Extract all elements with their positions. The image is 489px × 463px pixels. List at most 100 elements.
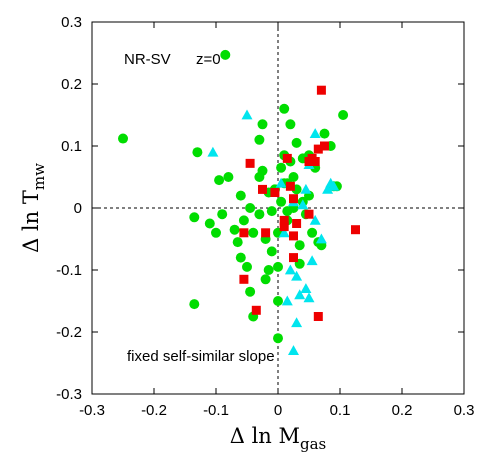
- green-circle-point: [273, 261, 283, 272]
- green-circle-point: [223, 172, 234, 182]
- green-circle-point: [279, 103, 290, 114]
- y-tick-label: -0.2: [56, 324, 82, 341]
- green-circle-point: [232, 237, 243, 248]
- green-circle-point: [254, 134, 265, 145]
- x-axis-label-sub: gas: [300, 435, 326, 453]
- cyan-triangle-point: [309, 128, 321, 138]
- red-square-point: [285, 181, 295, 191]
- green-circle-point: [285, 119, 296, 130]
- cyan-triangle-point: [288, 345, 299, 355]
- cyan-triangle-point: [309, 214, 321, 225]
- y-tick-label: 0.3: [61, 14, 82, 31]
- green-circle-point: [245, 286, 256, 297]
- sample-label: NR-SV: [124, 51, 171, 68]
- y-axis-label: Δ ln Tmw: [19, 163, 48, 253]
- redshift-label: z=0: [196, 51, 221, 68]
- green-circle-point: [204, 218, 215, 229]
- green-circle-point: [189, 299, 200, 310]
- y-axis-label-sub: mw: [30, 163, 48, 190]
- y-tick-label: -0.3: [56, 386, 82, 403]
- red-square-point: [270, 188, 280, 197]
- x-tick-label: -0.2: [141, 402, 167, 419]
- cyan-triangle-point: [275, 177, 287, 188]
- red-square-point: [258, 184, 267, 194]
- green-circle-point: [276, 162, 287, 173]
- green-circle-point: [192, 147, 203, 158]
- red-square-point: [310, 157, 320, 166]
- green-circle-point: [235, 190, 246, 201]
- cyan-triangle-point: [303, 292, 315, 303]
- cyan-triangle-point: [300, 183, 312, 194]
- cyan-triangle-point: [306, 255, 318, 266]
- green-circle-point: [220, 49, 231, 60]
- cyan-triangle-point: [281, 295, 293, 306]
- red-square-point: [320, 141, 329, 151]
- red-square-point: [245, 158, 255, 168]
- x-tick-label: -0.3: [79, 402, 105, 419]
- green-circle-point: [254, 172, 265, 182]
- cyan-triangle-point: [322, 183, 334, 194]
- green-circle-point: [189, 212, 200, 223]
- cyan-triangle-point: [315, 233, 327, 244]
- green-circle-point: [288, 172, 299, 182]
- red-square-point: [351, 225, 360, 235]
- green-circle-point: [273, 296, 283, 306]
- green-circle-point: [291, 137, 302, 148]
- cyan-triangle-point: [284, 264, 296, 275]
- red-square-point: [316, 85, 326, 95]
- red-square-point: [289, 194, 298, 204]
- cyan-triangle-point: [294, 289, 306, 300]
- cyan-triangle-point: [278, 227, 290, 238]
- green-circle-point: [214, 175, 225, 186]
- red-square-point: [239, 274, 249, 284]
- red-square-point: [279, 222, 289, 232]
- red-square-point: [279, 215, 289, 225]
- cyan-triangle-point: [291, 270, 303, 281]
- y-tick-label: 0.2: [61, 76, 82, 93]
- x-tick-label: 0.1: [330, 402, 351, 419]
- y-tick-label: -0.1: [56, 262, 82, 279]
- green-circle-point: [235, 252, 246, 263]
- green-circle-point: [273, 333, 283, 344]
- green-circle-point: [245, 203, 256, 213]
- green-circle-point: [338, 110, 349, 120]
- x-tick-label: 0.3: [454, 402, 475, 419]
- green-circle-point: [254, 209, 265, 220]
- green-circle-point: [276, 196, 287, 207]
- axis-ticks: -0.3 -0.2 -0.1 0 0.1 0.2 0.3 0.3 0.2 0.1 0 -0.1 -0.2…: [56, 14, 474, 419]
- cyan-triangle-point: [300, 283, 312, 293]
- green-circle-point: [266, 246, 277, 257]
- green-circle-point: [294, 240, 305, 251]
- red-square-point: [239, 228, 249, 238]
- green-circle-point: [260, 274, 271, 285]
- y-tick-label: 0: [74, 200, 82, 217]
- red-square-point: [282, 153, 292, 163]
- green-circle-point: [238, 215, 249, 226]
- cyan-triangle-point: [297, 199, 309, 210]
- x-tick-label: 0: [274, 402, 282, 419]
- red-square-point: [313, 312, 323, 321]
- cyan-triangle-point: [328, 180, 340, 191]
- red-square-point: [261, 228, 271, 238]
- red-square-point: [289, 231, 298, 241]
- green-circle-point: [257, 119, 268, 130]
- cyan-triangle-point: [241, 109, 253, 120]
- green-circle-point: [266, 206, 277, 217]
- data-points: [118, 49, 360, 355]
- green-circle-point: [263, 265, 274, 275]
- red-square-point: [304, 209, 314, 219]
- red-square-point: [289, 253, 298, 263]
- red-square-point: [292, 219, 302, 228]
- red-square-point: [313, 144, 323, 154]
- cyan-triangle-point: [207, 146, 219, 157]
- slope-note: fixed self-similar slope: [127, 348, 275, 365]
- green-circle-point: [248, 227, 259, 238]
- green-circle-point: [307, 227, 318, 238]
- green-circle-point: [118, 133, 128, 144]
- green-circle-point: [319, 128, 330, 139]
- x-tick-label: -0.1: [203, 402, 229, 419]
- green-circle-point: [211, 227, 221, 238]
- x-axis-label: Δ ln Mgas: [230, 424, 327, 453]
